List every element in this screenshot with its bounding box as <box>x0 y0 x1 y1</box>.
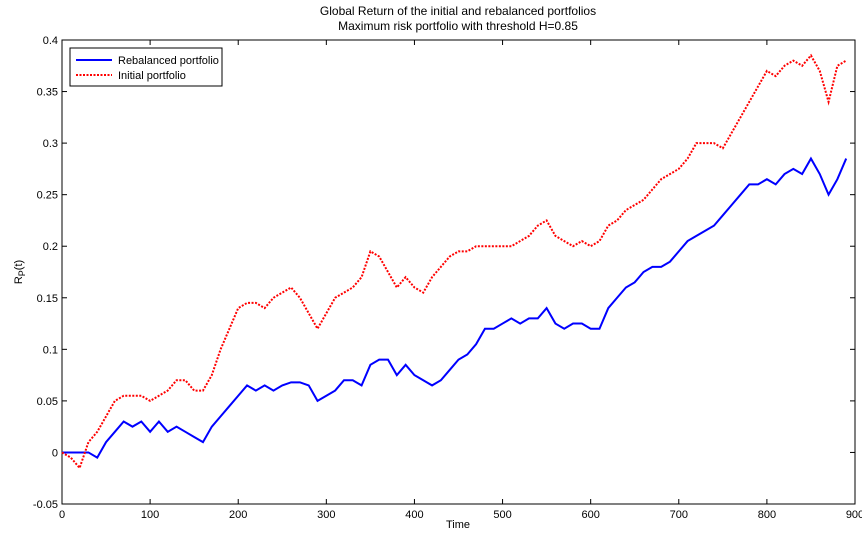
y-axis-label: RP(t) <box>13 260 27 284</box>
y-tick-label: 0.4 <box>43 35 58 47</box>
plot-area <box>61 39 856 505</box>
x-tick-label: 800 <box>758 509 776 521</box>
chart-title: Global Return of the initial and rebalan… <box>320 4 596 18</box>
y-label-main: R <box>13 276 25 284</box>
x-tick-label: 100 <box>141 509 159 521</box>
x-tick-label: 900 <box>846 509 862 521</box>
x-axis-label: Time <box>446 519 470 531</box>
y-tick-label: 0.25 <box>37 190 58 202</box>
chart-subtitle: Maximum risk portfolio with threshold H=… <box>338 19 578 33</box>
x-tick-label: 200 <box>229 509 247 521</box>
x-tick-label: 700 <box>670 509 688 521</box>
y-tick-label: 0.05 <box>37 396 58 408</box>
y-label-rest: (t) <box>13 260 25 270</box>
legend <box>69 47 223 87</box>
x-tick-label: 400 <box>405 509 423 521</box>
y-tick-label: 0.1 <box>43 344 58 356</box>
y-tick-label: 0.2 <box>43 241 58 253</box>
legend-label: Rebalanced portfolio <box>118 55 219 67</box>
series-line <box>62 156 848 459</box>
y-label-sub: P <box>17 270 27 276</box>
legend-label: Initial portfolio <box>118 70 186 82</box>
x-tick-label: 300 <box>317 509 335 521</box>
y-tick-label: 0.15 <box>37 293 58 305</box>
y-tick-label: 0 <box>52 447 58 459</box>
x-tick-label: 0 <box>59 509 65 521</box>
x-tick-label: 500 <box>493 509 511 521</box>
y-tick-label: -0.05 <box>33 499 58 511</box>
x-tick-label: 600 <box>581 509 599 521</box>
y-tick-label: 0.35 <box>37 87 58 99</box>
y-tick-label: 0.3 <box>43 138 58 150</box>
